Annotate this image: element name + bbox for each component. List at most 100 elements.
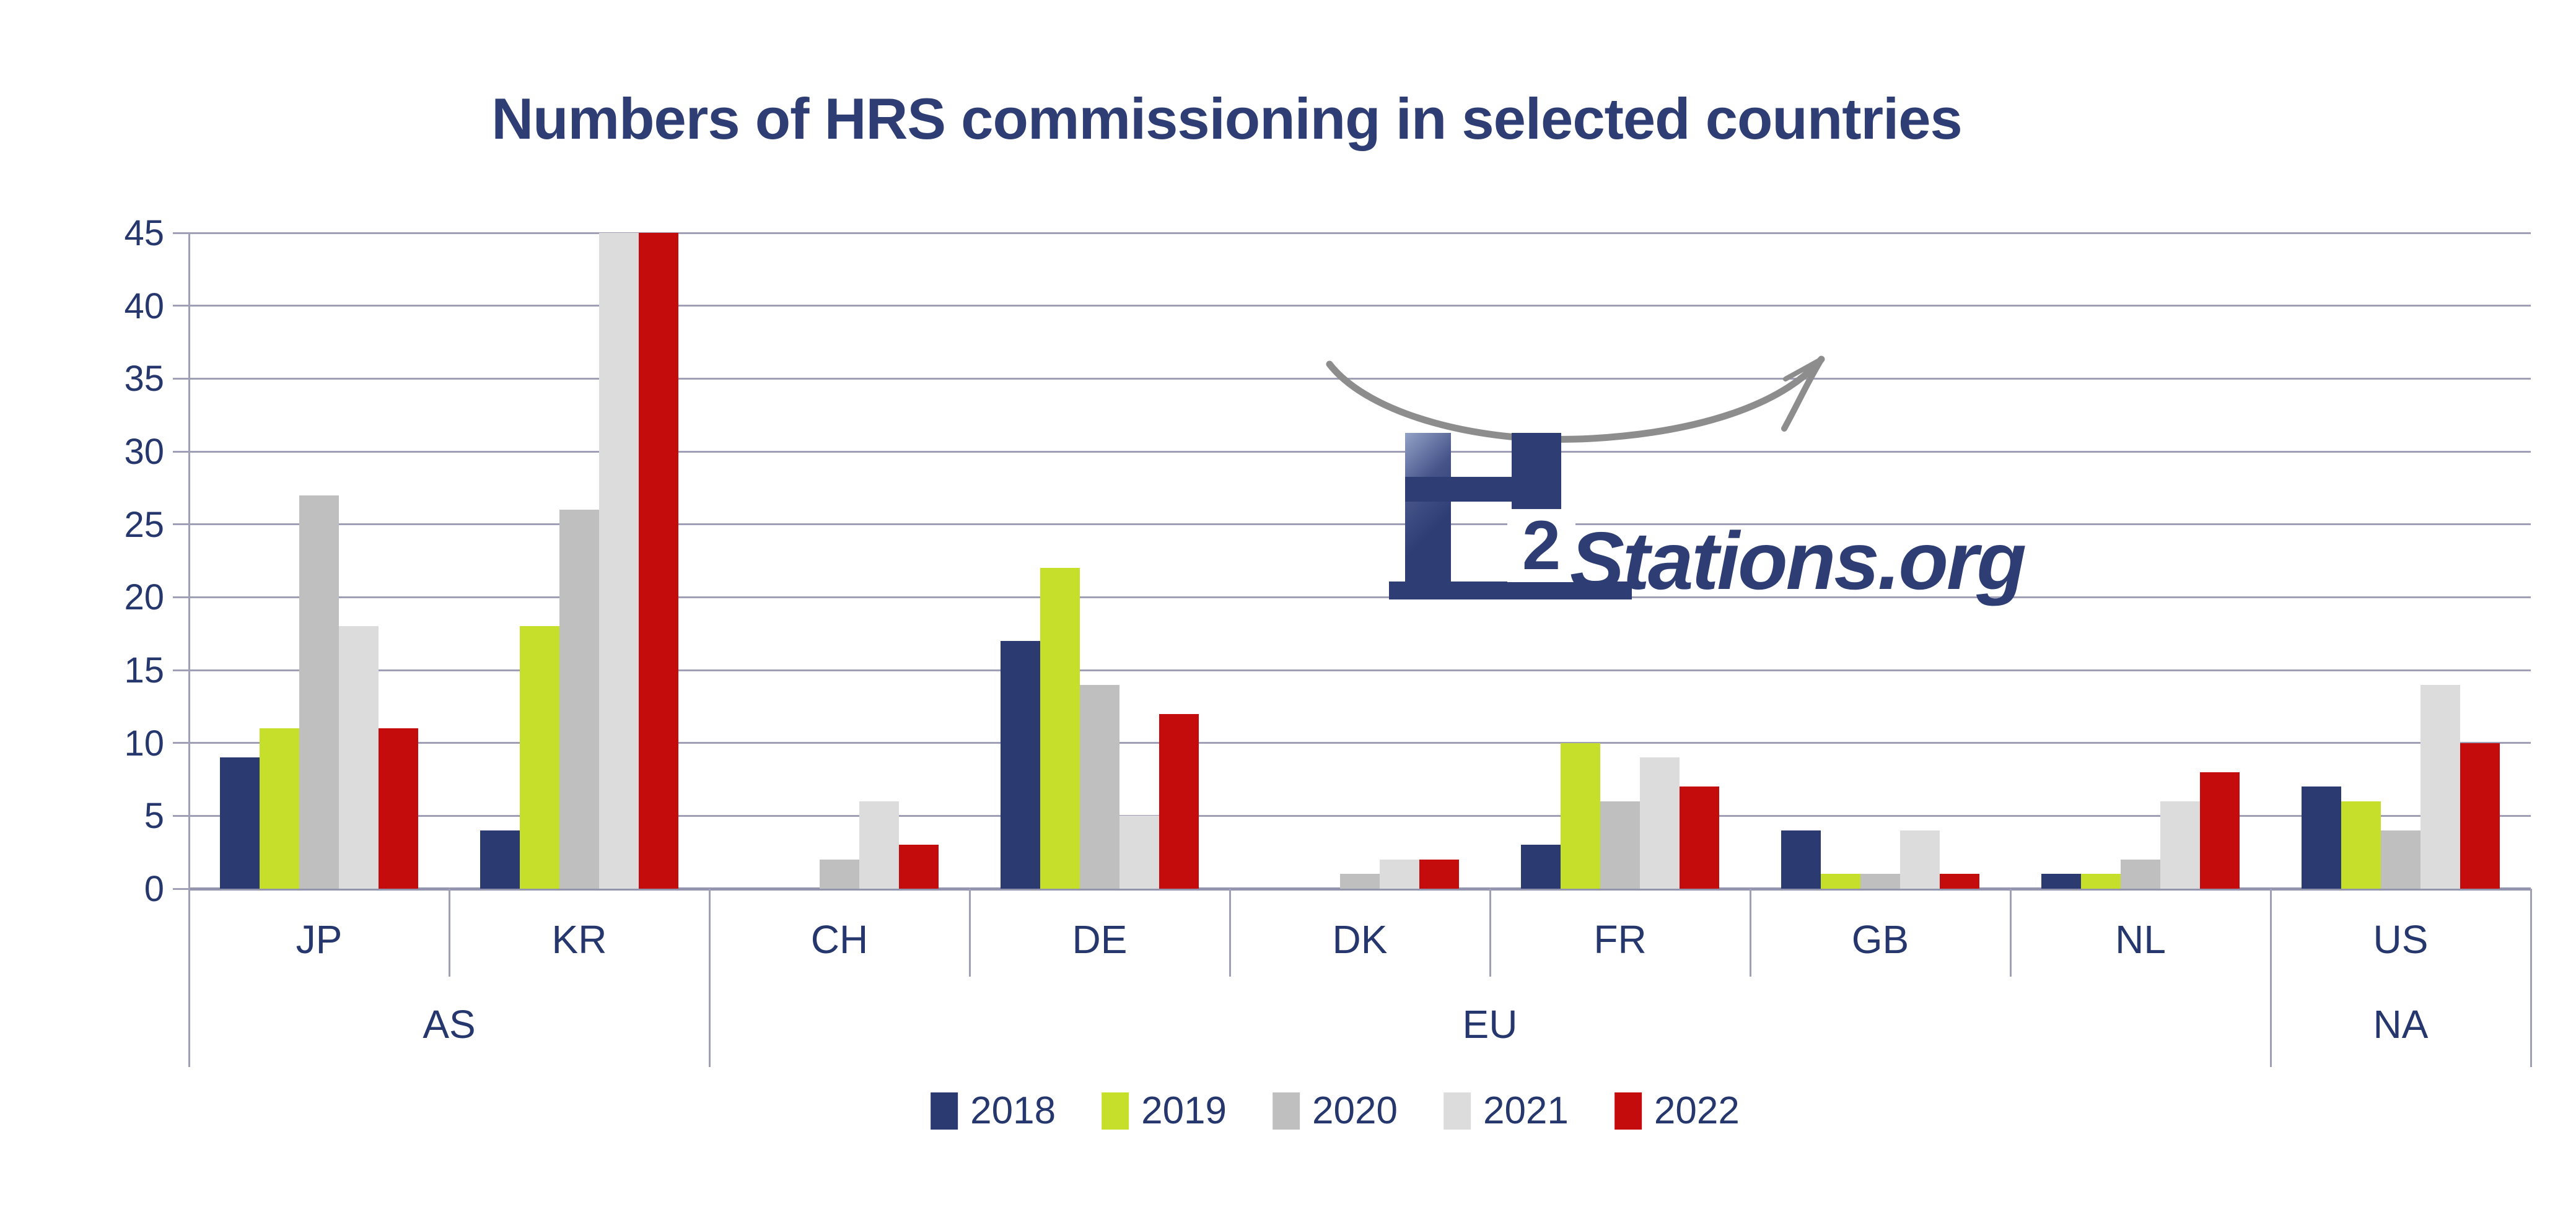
x-axis-region-divider <box>708 889 711 1067</box>
bar-KR-2020 <box>559 510 599 889</box>
x-axis-country-label: NL <box>2115 917 2166 962</box>
chart-legend: 2018 2019 2020 2021 2022 <box>931 1089 1740 1133</box>
x-axis-region-label: NA <box>2373 1002 2429 1047</box>
y-axis-tick-label: 5 <box>144 796 164 837</box>
legend-swatch-2022 <box>1614 1092 1642 1130</box>
legend-label-2019: 2019 <box>1141 1089 1227 1132</box>
y-axis-tick-label: 40 <box>124 285 164 326</box>
gridline <box>189 669 2531 671</box>
chart-title: Numbers of HRS commissioning in selected… <box>491 86 1963 151</box>
bar-DE-2022 <box>1159 713 1199 889</box>
legend-item-2019: 2019 <box>1102 1089 1227 1133</box>
x-axis-country-divider <box>2009 889 2012 977</box>
y-axis-tickmark <box>173 523 189 526</box>
bar-CH-2022 <box>899 845 939 889</box>
bar-DK-2022 <box>1419 859 1459 889</box>
bar-GB-2019 <box>1821 874 1860 889</box>
gridline <box>189 596 2531 598</box>
y-axis-tick-label: 20 <box>124 577 164 618</box>
legend-swatch-2018 <box>931 1092 958 1130</box>
x-axis-country-label: FR <box>1593 917 1647 962</box>
bar-FR-2019 <box>1561 743 1600 889</box>
y-axis-tick-label: 25 <box>124 504 164 545</box>
x-axis-country-divider <box>1489 889 1491 977</box>
x-axis-country-divider <box>1749 889 1751 977</box>
y-axis-line <box>188 233 190 1067</box>
logo-h-crossbar <box>1405 477 1561 502</box>
bar-CH-2020 <box>820 859 859 889</box>
legend-item-2021: 2021 <box>1443 1089 1569 1133</box>
bar-DE-2021 <box>1119 816 1159 889</box>
x-axis-country-divider <box>1229 889 1231 977</box>
legend-swatch-2020 <box>1273 1092 1300 1130</box>
y-axis-tickmark <box>173 742 189 744</box>
bar-FR-2018 <box>1521 845 1561 889</box>
y-axis-tick-label: 10 <box>124 723 164 764</box>
bar-DE-2019 <box>1040 568 1080 889</box>
bar-GB-2022 <box>1940 874 1979 889</box>
legend-item-2018: 2018 <box>931 1089 1056 1133</box>
y-axis-tickmark <box>173 232 189 234</box>
bar-DK-2021 <box>1380 859 1419 889</box>
gridline <box>189 232 2531 234</box>
swoosh-arrow-icon <box>1326 355 1825 443</box>
bar-KR-2022 <box>639 233 678 889</box>
bar-NL-2019 <box>2081 874 2121 889</box>
gridline <box>189 742 2531 744</box>
gridline <box>189 523 2531 526</box>
x-axis-country-divider <box>968 889 971 977</box>
x-axis-country-label: KR <box>551 917 607 962</box>
y-axis-tickmark <box>173 887 189 890</box>
bar-DK-2020 <box>1340 874 1380 889</box>
legend-item-2020: 2020 <box>1273 1089 1398 1133</box>
bar-FR-2022 <box>1680 787 1719 889</box>
bar-GB-2020 <box>1860 874 1900 889</box>
bar-US-2018 <box>2302 787 2341 889</box>
x-axis-baseline <box>189 887 2531 891</box>
legend-swatch-2021 <box>1443 1092 1471 1130</box>
y-axis-tickmark <box>173 814 189 817</box>
x-axis-region-label: AS <box>423 1002 476 1047</box>
bar-FR-2021 <box>1640 757 1680 889</box>
bar-JP-2018 <box>220 757 260 889</box>
y-axis-tickmark <box>173 669 189 671</box>
bar-GB-2018 <box>1781 830 1821 889</box>
y-axis-tickmark <box>173 450 189 453</box>
gridline <box>189 377 2531 380</box>
bar-NL-2021 <box>2160 801 2200 889</box>
y-axis-tickmark <box>173 596 189 598</box>
y-axis-tick-label: 35 <box>124 359 164 399</box>
legend-label-2021: 2021 <box>1483 1089 1569 1132</box>
logo-subscript-box: 2 <box>1507 509 1575 582</box>
bar-NL-2022 <box>2200 772 2240 889</box>
bar-JP-2020 <box>299 495 339 889</box>
x-axis-country-label: DK <box>1332 917 1388 962</box>
bar-US-2020 <box>2381 830 2420 889</box>
x-axis-country-label: CH <box>810 917 869 962</box>
y-axis-tickmark <box>173 377 189 380</box>
gridline <box>189 450 2531 453</box>
legend-label-2018: 2018 <box>970 1089 1056 1132</box>
legend-label-2022: 2022 <box>1654 1089 1740 1132</box>
bar-US-2019 <box>2341 801 2381 889</box>
bar-JP-2021 <box>339 626 379 889</box>
bar-KR-2019 <box>520 626 559 889</box>
bar-DE-2020 <box>1080 684 1119 889</box>
x-axis-country-label: DE <box>1072 917 1128 962</box>
legend-label-2020: 2020 <box>1312 1089 1398 1132</box>
y-axis-tick-label: 15 <box>124 650 164 691</box>
bar-JP-2019 <box>260 728 299 889</box>
x-axis-region-label: EU <box>1462 1002 1518 1047</box>
gridline <box>189 305 2531 307</box>
bar-NL-2018 <box>2041 874 2081 889</box>
y-axis-tick-label: 0 <box>144 869 164 909</box>
legend-item-2022: 2022 <box>1614 1089 1740 1133</box>
bar-US-2021 <box>2420 684 2460 889</box>
y-axis-tick-label: 30 <box>124 432 164 472</box>
logo-h-left-leg <box>1405 433 1451 582</box>
bar-KR-2021 <box>599 233 639 889</box>
logo-wordmark: Stations.org <box>1570 515 2026 606</box>
bar-DE-2018 <box>1001 640 1040 889</box>
bar-NL-2020 <box>2121 859 2160 889</box>
